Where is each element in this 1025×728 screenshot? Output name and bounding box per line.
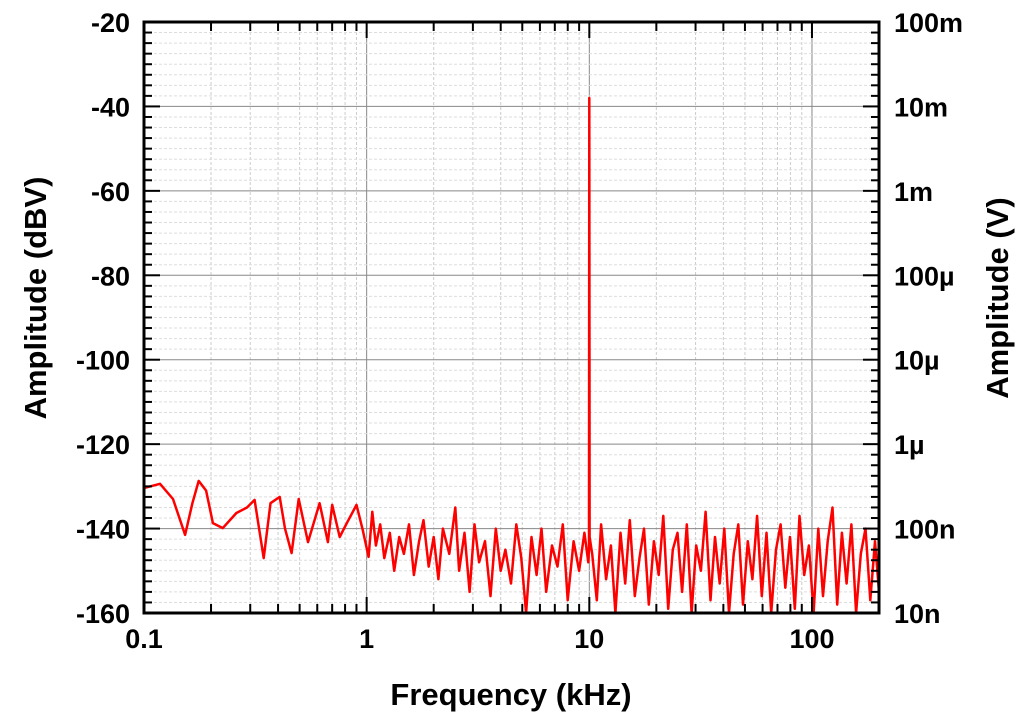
y-tick-label: -160 — [76, 599, 130, 629]
spectrum-line — [144, 98, 879, 613]
x-tick-label: 0.1 — [125, 624, 163, 654]
series-layer — [144, 98, 879, 613]
y-tick-label: -140 — [76, 515, 130, 545]
grid — [144, 22, 879, 613]
y-axis-title: Amplitude (dBV) — [18, 177, 53, 420]
x-axis-title: Frequency (kHz) — [390, 677, 631, 712]
y2-axis-title: Amplitude (V) — [980, 197, 1015, 399]
y2-tick-label: 10n — [894, 599, 941, 629]
tick-labels: 0.1 1 10 100 -20 -40 -60 -80 -100 -120 -140 -160 100… — [76, 8, 963, 654]
y-tick-label: -80 — [91, 261, 130, 291]
y-tick-label: -60 — [91, 177, 130, 207]
y-tick-label: -120 — [76, 430, 130, 460]
y-tick-label: -100 — [76, 346, 130, 376]
y2-tick-label: 10m — [894, 92, 948, 122]
y2-tick-label: 1m — [894, 177, 933, 207]
x-tick-label: 1 — [359, 624, 374, 654]
y2-tick-label: 10µ — [894, 346, 940, 376]
y2-tick-label: 100µ — [894, 261, 955, 291]
y2-tick-label: 100n — [894, 515, 956, 545]
x-tick-label: 100 — [789, 624, 834, 654]
y-tick-label: -20 — [91, 8, 130, 38]
x-tick-label: 10 — [574, 624, 604, 654]
y-tick-label: -40 — [91, 92, 130, 122]
y2-tick-label: 1µ — [894, 430, 925, 460]
y2-tick-label: 100m — [894, 8, 963, 38]
